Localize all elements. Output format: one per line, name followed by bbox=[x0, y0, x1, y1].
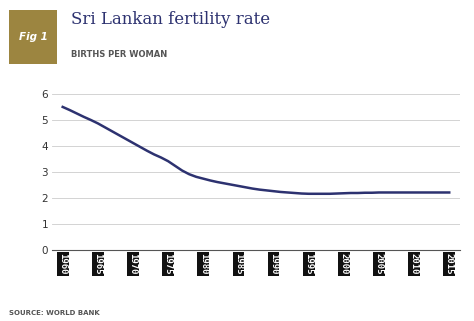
Text: Sri Lankan fertility rate: Sri Lankan fertility rate bbox=[71, 11, 270, 28]
Text: BIRTHS PER WOMAN: BIRTHS PER WOMAN bbox=[71, 50, 167, 59]
Text: SOURCE: WORLD BANK: SOURCE: WORLD BANK bbox=[9, 310, 100, 316]
Text: Fig 1: Fig 1 bbox=[19, 32, 47, 42]
